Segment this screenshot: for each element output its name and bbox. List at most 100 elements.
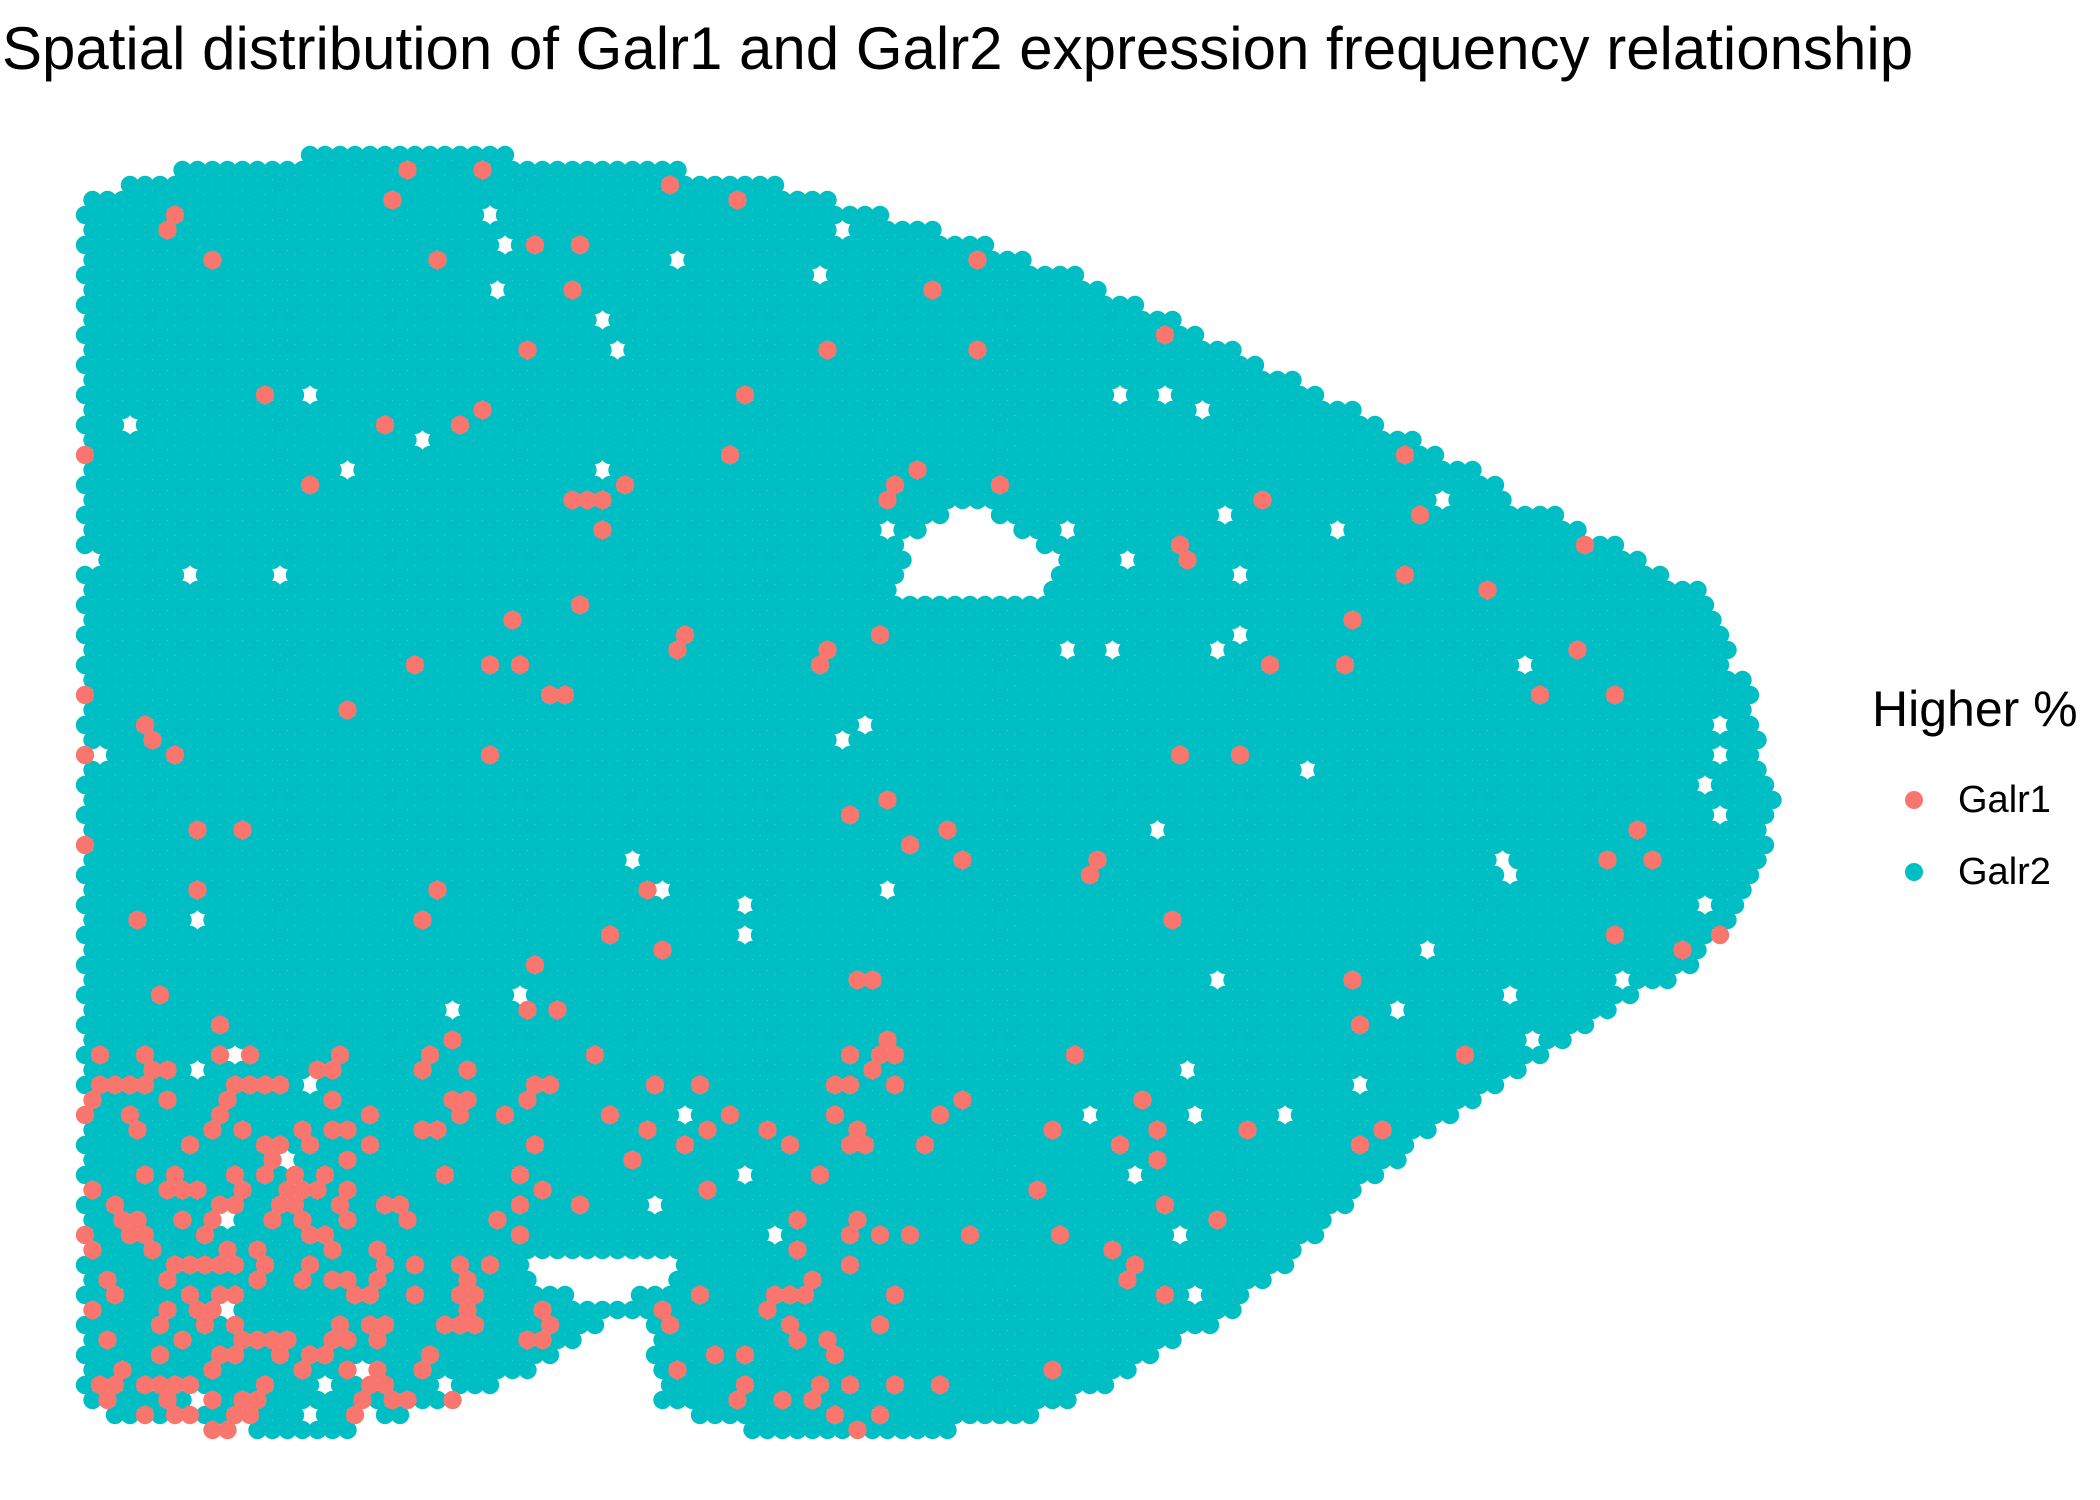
spot-galr2: [1065, 385, 1085, 405]
spot-galr2: [668, 220, 687, 240]
spot-galr2: [533, 550, 552, 570]
spot-galr2: [525, 355, 545, 375]
spot-galr2: [135, 175, 155, 195]
spot-galr2: [1163, 700, 1182, 720]
spot-galr2: [570, 415, 590, 435]
spot-galr2: [473, 280, 492, 300]
spot-galr2: [1073, 610, 1092, 630]
spot-galr2: [1110, 535, 1130, 555]
spot-galr2: [510, 265, 530, 285]
spot-galr2: [930, 445, 950, 465]
spot-galr2: [120, 685, 140, 705]
spot-galr2: [443, 460, 462, 480]
spot-galr2: [1380, 475, 1400, 495]
spot-galr2: [1080, 445, 1100, 465]
spot-galr2: [660, 385, 680, 405]
spot-galr2: [1043, 700, 1062, 720]
spot-galr2: [113, 400, 132, 420]
spot-galr2: [1335, 415, 1355, 435]
spot-galr2: [1095, 595, 1115, 615]
spot-galr2: [630, 235, 650, 255]
spot-galr2: [885, 505, 905, 525]
spot-galr2: [1313, 610, 1332, 630]
spot-galr2: [1223, 490, 1242, 510]
spot-galr2: [1290, 565, 1310, 585]
spot-galr2: [473, 490, 492, 510]
spot-galr2: [458, 580, 477, 600]
spot-galr2: [653, 700, 672, 720]
spot-galr2: [473, 700, 492, 720]
spot-galr2: [945, 355, 965, 375]
spot-galr2: [210, 325, 230, 345]
spot-galr2: [1313, 550, 1332, 570]
spot-galr2: [720, 475, 740, 495]
spot-galr2: [323, 610, 342, 630]
spot-galr2: [1050, 415, 1070, 435]
spot-galr2: [203, 280, 222, 300]
spot-galr2: [90, 295, 110, 315]
spot-galr2: [1553, 700, 1572, 720]
spot-galr2: [743, 640, 762, 660]
spot-galr2: [1140, 475, 1160, 495]
spot-galr2: [518, 310, 537, 330]
spot-galr2: [98, 580, 117, 600]
spot-galr2: [1365, 415, 1385, 435]
spot-galr2: [1358, 520, 1377, 540]
spot-galr2: [1313, 640, 1332, 660]
spot-galr2: [990, 655, 1010, 675]
spot-galr2: [1290, 715, 1310, 735]
spot-galr2: [255, 235, 275, 255]
spot-galr2: [1688, 580, 1707, 600]
spot-galr2: [1223, 460, 1242, 480]
spot-galr2: [548, 610, 567, 630]
spot-galr2: [953, 400, 972, 420]
spot-galr2: [1238, 490, 1257, 510]
spot-galr2: [518, 520, 537, 540]
spot-galr2: [1335, 625, 1355, 645]
spot-galr2: [210, 445, 230, 465]
spot-galr2: [795, 625, 815, 645]
spot-galr2: [1110, 595, 1130, 615]
spot-galr2: [210, 205, 230, 225]
spot-galr2: [330, 715, 350, 735]
spot-galr2: [480, 355, 500, 375]
spot-galr2: [810, 505, 830, 525]
spot-galr2: [323, 700, 342, 720]
spot-galr2: [1680, 655, 1700, 675]
spot-galr2: [825, 715, 845, 735]
spot-galr2: [608, 160, 627, 180]
spot-galr2: [1403, 430, 1422, 450]
spot-galr2: [623, 400, 642, 420]
spot-galr2: [1388, 670, 1407, 690]
spot-galr2: [1590, 565, 1610, 585]
spot-galr2: [300, 235, 320, 255]
spot-galr2: [1703, 640, 1722, 660]
spot-galr2: [788, 610, 807, 630]
spot-galr2: [1425, 595, 1445, 615]
spot-galr2: [1680, 685, 1700, 705]
spot-galr2: [1268, 550, 1287, 570]
spot-galr2: [1268, 460, 1287, 480]
spot-galr2: [105, 685, 125, 705]
spot-galr2: [210, 535, 230, 555]
spot-galr2: [1028, 310, 1047, 330]
spot-galr2: [1305, 445, 1325, 465]
spot-galr2: [1155, 625, 1175, 645]
spot-galr2: [1290, 595, 1310, 615]
spot-galr2: [218, 160, 237, 180]
spot-galr2: [1613, 550, 1632, 570]
spot-galr2: [1260, 385, 1280, 405]
spot-galr2: [1253, 370, 1272, 390]
spot-galr2: [683, 550, 702, 570]
spot-galr2: [788, 190, 807, 210]
spot-galr2: [1658, 670, 1677, 690]
spot-galr2: [90, 265, 110, 285]
spot-galr2: [1058, 400, 1077, 420]
spot-galr2: [240, 625, 260, 645]
spot-galr2: [435, 385, 455, 405]
spot-galr2: [1103, 550, 1122, 570]
spot-galr2: [473, 220, 492, 240]
spot-galr2: [1358, 490, 1377, 510]
spot-galr2: [180, 265, 200, 285]
spot-galr2: [758, 280, 777, 300]
